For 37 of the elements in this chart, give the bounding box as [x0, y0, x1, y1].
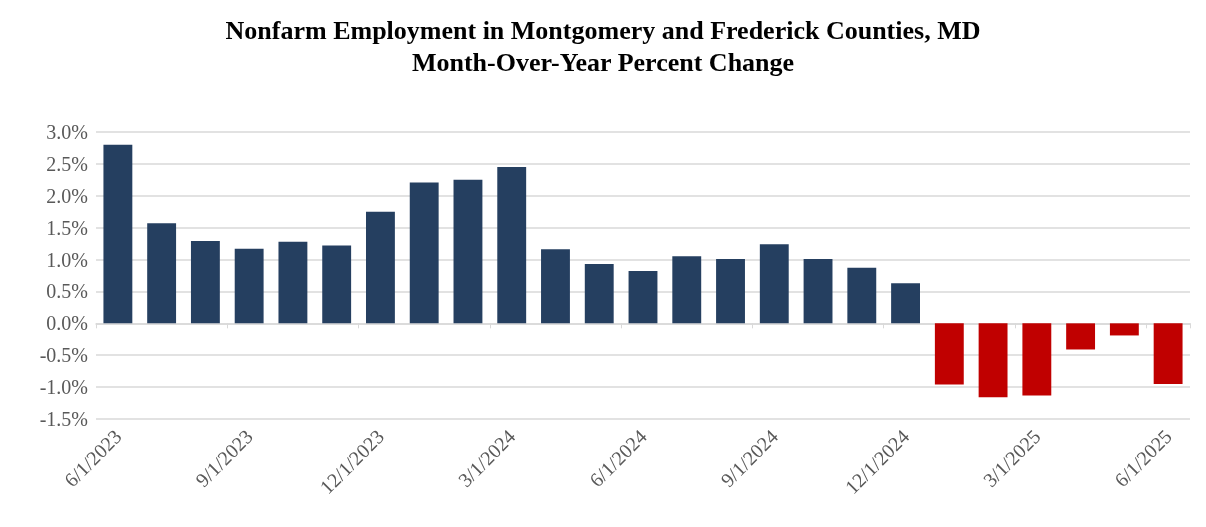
- bar: [891, 283, 920, 324]
- y-tick-label: 2.0%: [46, 184, 88, 207]
- bar: [497, 167, 527, 324]
- chart-subtitle: Month-Over-Year Percent Change: [411, 47, 795, 77]
- y-tick-label: 1.5%: [46, 216, 88, 239]
- y-tick-label: 1.0%: [46, 248, 88, 271]
- bar: [366, 211, 395, 324]
- y-tick-label: -0.5%: [39, 344, 88, 367]
- bar: [1109, 323, 1139, 336]
- bar: [190, 241, 220, 324]
- y-tick-label: -1.0%: [39, 376, 88, 399]
- bar: [847, 267, 877, 324]
- bar: [1022, 323, 1052, 396]
- bar: [147, 223, 177, 324]
- bar: [103, 144, 133, 324]
- bar: [759, 244, 789, 324]
- bar: [1066, 323, 1096, 350]
- y-tick-label: 3.0%: [46, 121, 88, 143]
- bar: [1153, 323, 1183, 384]
- y-tick-label: 2.5%: [46, 152, 88, 175]
- bar: [322, 245, 352, 324]
- bar: [234, 248, 264, 324]
- bar: [628, 271, 658, 324]
- bar: [584, 264, 614, 324]
- bar: [716, 258, 745, 324]
- y-tick-label: 0.5%: [46, 280, 88, 303]
- bar: [278, 241, 308, 324]
- bar: [453, 179, 483, 324]
- bar: [672, 256, 702, 324]
- bar: [934, 323, 964, 385]
- bar: [803, 258, 833, 324]
- y-tick-label: -1.5%: [39, 408, 88, 430]
- y-tick-label: 0.0%: [46, 312, 88, 335]
- chart-title: Nonfarm Employment in Montgomery and Frederick Counties, MD: [225, 15, 981, 45]
- bar: [409, 182, 439, 324]
- bar: [541, 249, 570, 324]
- bar: [978, 323, 1008, 398]
